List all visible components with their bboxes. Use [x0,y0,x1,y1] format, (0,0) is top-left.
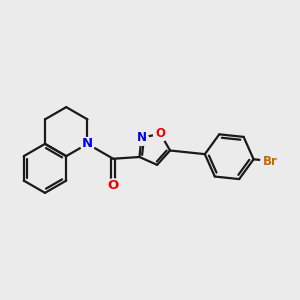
Text: N: N [136,131,146,144]
Text: N: N [82,137,93,150]
Text: Br: Br [263,154,278,167]
Text: O: O [108,179,119,192]
Text: O: O [155,127,165,140]
